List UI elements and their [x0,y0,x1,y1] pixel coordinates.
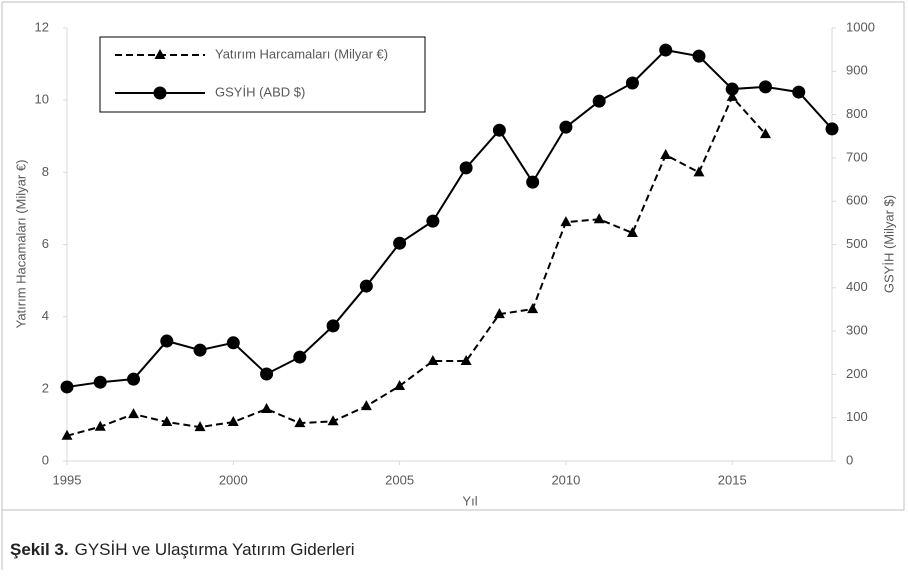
y2-axis-label: GSYİH (Milyar $) [881,195,896,293]
data-point [758,80,772,94]
y2-tick-label: 500 [846,236,868,251]
legend-label: GSYİH (ABD $) [215,84,305,99]
x-tick-label: 2005 [385,472,414,487]
x-tick-label: 1995 [53,472,82,487]
y2-tick-label: 800 [846,106,868,121]
data-point [128,408,140,419]
data-point [394,379,406,390]
data-point [393,236,407,250]
y-tick-label: 8 [42,164,49,179]
legend-marker [153,86,167,100]
data-point [625,76,639,90]
data-point [93,375,107,389]
y2-tick-label: 1000 [846,19,875,34]
y-tick-label: 12 [35,19,49,34]
caption: Şekil 3. GYSİH ve Ulaştırma Yatırım Gider… [10,540,355,559]
data-point [493,308,505,319]
legend-marker [154,49,166,59]
data-point [792,85,806,99]
y2-tick-label: 100 [846,409,868,424]
y-tick-label: 0 [42,452,49,467]
y2-tick-label: 300 [846,323,868,338]
data-point [127,372,141,386]
data-point [660,149,672,160]
y2-tick-label: 700 [846,149,868,164]
y-tick-label: 6 [42,236,49,251]
x-tick-label: 2010 [551,472,580,487]
data-point [193,343,207,357]
data-point [359,279,373,293]
legend-label: Yatırım Harcamaları (Milyar €) [215,46,388,61]
data-point [659,43,673,57]
y-tick-label: 2 [42,380,49,395]
data-point [459,161,473,175]
data-point [593,213,605,224]
data-point [692,49,706,63]
x-tick-label: 2015 [718,472,747,487]
x-tick-label: 2000 [219,472,248,487]
data-point [725,82,739,96]
data-point [492,123,506,137]
data-point [626,226,638,237]
data-point [326,319,340,333]
data-point [261,403,273,414]
data-point [327,415,339,426]
caption-text: GYSİH ve Ulaştırma Yatırım Giderleri [75,540,355,559]
data-point [759,128,771,139]
data-point [825,122,839,136]
data-point [293,350,307,364]
legend-box [99,36,426,113]
data-point [527,303,539,314]
data-point [226,336,240,350]
y-tick-label: 4 [42,308,49,323]
data-point [227,416,239,427]
data-point [94,420,106,431]
chart-frame [1,1,905,511]
data-point [426,214,440,228]
data-point [526,175,540,189]
y-axis-label: Yatırım Hacamaları (Milyar €) [13,160,28,329]
data-point [260,367,274,381]
y-tick-label: 10 [35,92,49,107]
data-point [560,216,572,227]
y2-tick-label: 400 [846,279,868,294]
data-point [194,421,206,432]
y2-tick-label: 600 [846,193,868,208]
data-point [592,94,606,108]
data-point [427,355,439,366]
y2-tick-label: 200 [846,366,868,381]
data-point [559,120,573,134]
data-point [160,334,174,348]
data-point [161,416,173,427]
data-point [294,417,306,428]
caption-label: Şekil 3. [10,540,69,559]
y2-tick-label: 900 [846,63,868,78]
data-point [60,380,74,394]
y2-tick-label: 0 [846,452,853,467]
data-point [61,429,73,440]
data-point [693,166,705,177]
data-point [726,90,738,101]
data-point [360,400,372,411]
x-axis-label: Yıl [462,493,477,508]
series-line [66,95,767,437]
data-point [460,355,472,366]
